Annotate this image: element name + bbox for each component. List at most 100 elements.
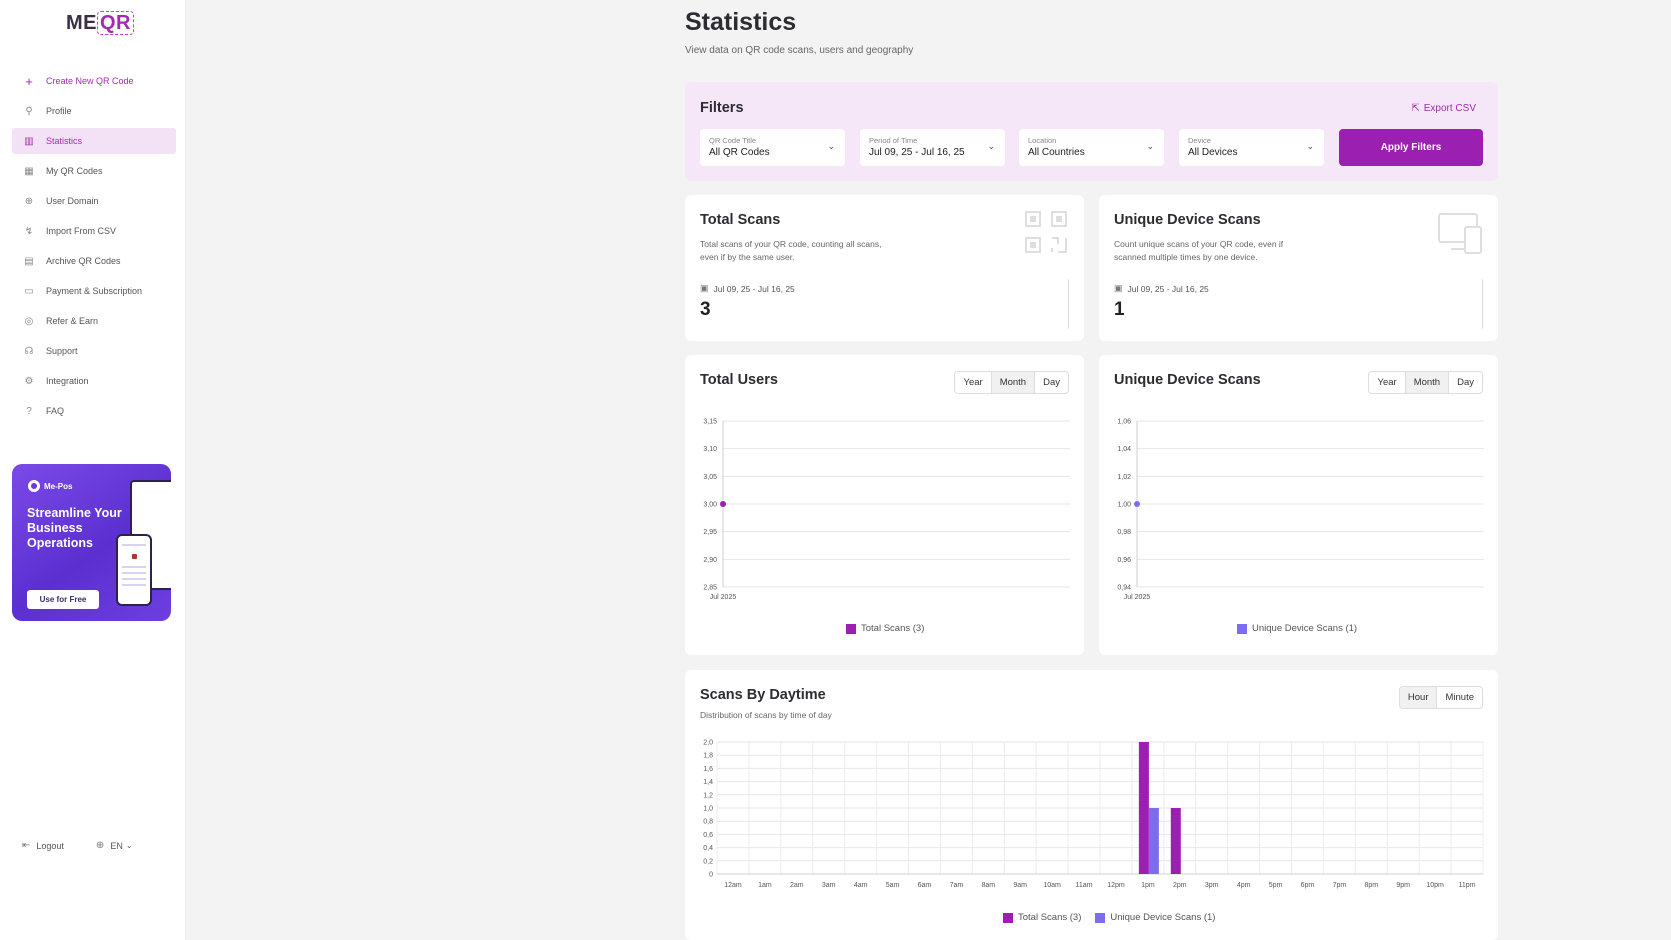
- data-point: [720, 501, 726, 507]
- sidebar-item-refer[interactable]: ◎ Refer & Earn: [12, 308, 176, 334]
- sidebar-item-statistics[interactable]: ▥ Statistics: [12, 128, 176, 154]
- archive-icon: ▤: [24, 255, 34, 267]
- legend-label: Total Scans (3): [1018, 912, 1082, 923]
- chart-title: Unique Device Scans: [1114, 372, 1261, 388]
- x-tick-label: 12am: [724, 882, 742, 889]
- legend-label: Unique Device Scans (1): [1110, 912, 1216, 923]
- filters-title: Filters: [700, 100, 744, 116]
- location-select[interactable]: Location All Countries ⌄: [1019, 129, 1164, 166]
- x-tick-label: Jul 2025: [1124, 594, 1151, 601]
- sidebar-item-payment[interactable]: ▭ Payment & Subscription: [12, 278, 176, 304]
- help-icon: ?: [26, 405, 32, 417]
- y-tick-label: 1,00: [1117, 502, 1131, 509]
- sidebar-item-my-qr-codes[interactable]: ▦ My QR Codes: [12, 158, 176, 184]
- x-tick-label: 9am: [1013, 882, 1027, 889]
- toggle-month[interactable]: Month: [1404, 372, 1449, 393]
- sidebar-item-label: Import From CSV: [46, 226, 117, 236]
- y-tick-label: 0,94: [1117, 585, 1131, 592]
- sidebar-item-integration[interactable]: ⚙ Integration: [12, 368, 176, 394]
- sidebar-item-label: Refer & Earn: [46, 316, 99, 326]
- legend-swatch: [1095, 912, 1106, 923]
- y-tick-label: 2,90: [703, 557, 717, 564]
- card-title: Unique Device Scans: [1114, 212, 1261, 228]
- x-tick-label: 5am: [886, 882, 900, 889]
- sidebar-item-import-csv[interactable]: ↯ Import From CSV: [12, 218, 176, 244]
- promo-cta-button[interactable]: Use for Free: [27, 590, 99, 609]
- bar-chart-icon: ▥: [24, 135, 34, 147]
- toggle-day[interactable]: Day: [1034, 372, 1068, 393]
- sidebar-item-label: My QR Codes: [46, 166, 103, 176]
- y-tick-label: 1,06: [1117, 419, 1131, 426]
- sidebar-item-label: Archive QR Codes: [46, 256, 121, 266]
- x-tick-label: 11am: [1076, 882, 1093, 889]
- chart-title: Total Users: [700, 372, 778, 388]
- y-tick-label: 3,15: [703, 419, 717, 426]
- logout-button[interactable]: ⇤ Logout: [22, 840, 64, 851]
- bar: [1138, 742, 1149, 874]
- gear-icon: ⚙: [24, 375, 34, 387]
- promo-brand: Me-Pos: [28, 480, 72, 492]
- toggle-day[interactable]: Day: [1448, 372, 1482, 393]
- x-tick-label: 3pm: [1205, 882, 1219, 889]
- toggle-year[interactable]: Year: [963, 377, 983, 388]
- period-toggle: Year Month Day: [954, 371, 1069, 394]
- unique-device-scans-chart-card: Unique Device Scans Year Month Day 1,06 1…: [1099, 355, 1498, 655]
- date-text: Jul 09, 25 - Jul 16, 25: [713, 283, 795, 294]
- x-tick-label: 2pm: [1173, 882, 1187, 889]
- legend-item[interactable]: Total Scans (3): [1003, 912, 1081, 923]
- x-tick-label: 1am: [758, 882, 772, 889]
- toggle-month[interactable]: Month: [990, 372, 1035, 393]
- select-value: All QR Codes: [709, 147, 770, 158]
- y-tick-label: 0,4: [703, 845, 713, 852]
- legend-swatch: [846, 623, 856, 634]
- logout-label: Logout: [36, 840, 64, 851]
- logo[interactable]: ME QR: [66, 11, 134, 35]
- legend-item[interactable]: Unique Device Scans (1): [1237, 623, 1357, 634]
- phone-line: [122, 566, 146, 568]
- toggle-year[interactable]: Year: [1377, 377, 1397, 388]
- period-select[interactable]: Period of Time Jul 09, 25 - Jul 16, 25 ⌄: [860, 129, 1005, 166]
- device-select[interactable]: Device All Devices ⌄: [1179, 129, 1324, 166]
- chevron-down-icon: ⌄: [1146, 141, 1154, 151]
- unique-scans-value: 1: [1114, 299, 1125, 320]
- select-label: Device: [1188, 136, 1211, 145]
- sidebar: ME QR + Create New QR Code ⚲ Profile ▥ Stati…: [0, 0, 186, 940]
- toggle-hour[interactable]: Hour: [1399, 687, 1437, 708]
- total-users-chart-card: Total Users Year Month Day 3,15 3,10 3,05 3…: [685, 355, 1084, 655]
- select-value: Jul 09, 25 - Jul 16, 25: [869, 147, 965, 158]
- sidebar-item-support[interactable]: ☊ Support: [12, 338, 176, 364]
- sidebar-item-archive[interactable]: ▤ Archive QR Codes: [12, 248, 176, 274]
- logout-icon: ⇤: [22, 840, 31, 851]
- granularity-toggle: Hour Minute: [1398, 686, 1483, 709]
- x-tick-label: Jul 2025: [710, 594, 737, 601]
- apply-filters-button[interactable]: Apply Filters: [1339, 129, 1483, 166]
- sidebar-item-user-domain[interactable]: ⊕ User Domain: [12, 188, 176, 214]
- x-tick-label: 5pm: [1269, 882, 1283, 889]
- headset-icon: ☊: [24, 345, 34, 357]
- toggle-minute[interactable]: Minute: [1436, 687, 1482, 708]
- sidebar-item-label: User Domain: [46, 196, 99, 206]
- bar: [1148, 808, 1159, 874]
- language-select[interactable]: ⊕ EN ⌄: [96, 840, 133, 851]
- promo-banner[interactable]: Me-Pos Streamline Your Business Operatio…: [12, 464, 171, 621]
- filters-panel: Filters ⇱ Export CSV QR Code Title All QR…: [685, 82, 1498, 181]
- y-tick-label: 0,98: [1117, 529, 1131, 536]
- phone-line: [122, 584, 146, 586]
- qr-code-title-select[interactable]: QR Code Title All QR Codes ⌄: [700, 129, 845, 166]
- select-label: Location: [1028, 136, 1057, 145]
- calendar-icon: ▣: [700, 283, 709, 293]
- select-value: All Devices: [1188, 147, 1238, 158]
- x-tick-label: 12pm: [1107, 882, 1125, 889]
- select-label: QR Code Title: [709, 136, 757, 145]
- sidebar-item-create-qr[interactable]: + Create New QR Code: [12, 68, 176, 94]
- sidebar-item-profile[interactable]: ⚲ Profile: [12, 98, 176, 124]
- x-tick-label: 6am: [918, 882, 932, 889]
- export-csv-button[interactable]: ⇱ Export CSV: [1411, 103, 1476, 114]
- legend-item[interactable]: Unique Device Scans (1): [1095, 912, 1215, 923]
- legend-item[interactable]: Total Scans (3): [846, 623, 924, 634]
- phone-line: [122, 544, 146, 546]
- sidebar-item-label: Support: [46, 346, 78, 356]
- promo-headline: Streamline Your Business Operations: [27, 506, 122, 550]
- sidebar-item-faq[interactable]: ? FAQ: [12, 398, 176, 424]
- sidebar-item-label: Integration: [46, 376, 89, 386]
